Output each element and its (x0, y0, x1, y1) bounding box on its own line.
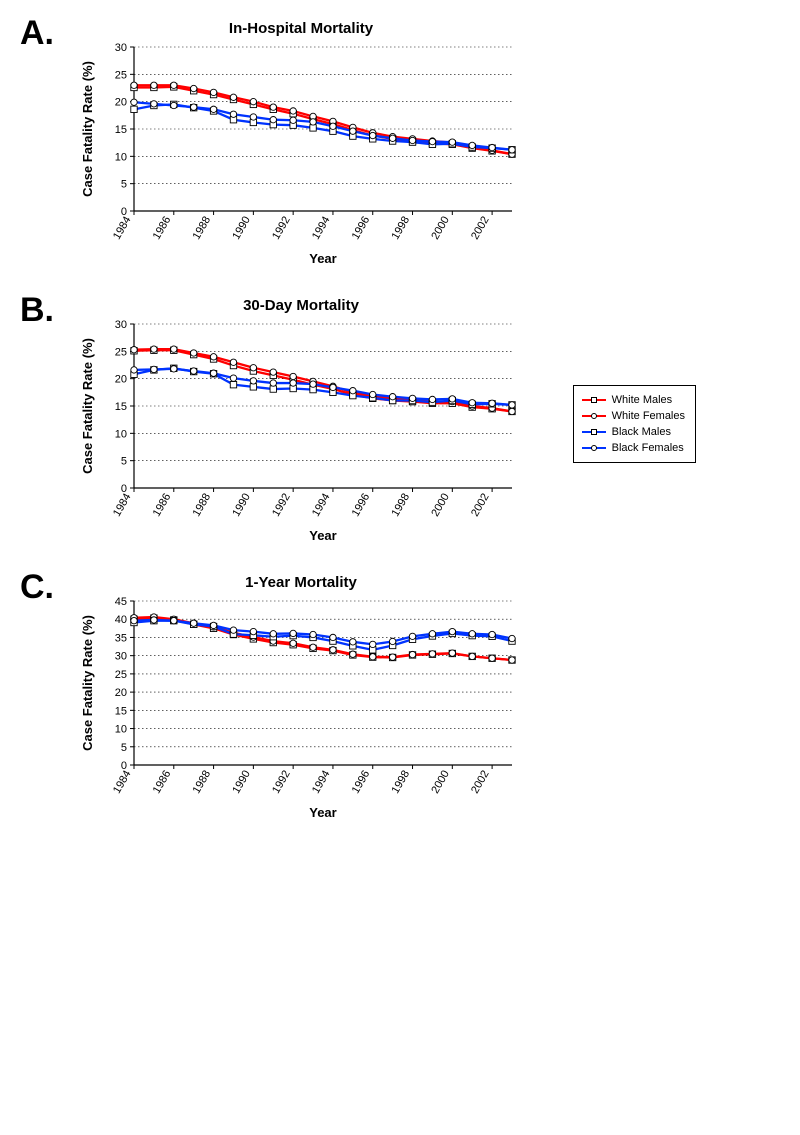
svg-text:1986: 1986 (151, 769, 174, 796)
svg-text:20: 20 (115, 97, 127, 109)
svg-text:2002: 2002 (469, 215, 492, 242)
panel-c-label: C. (20, 570, 66, 604)
svg-text:5: 5 (121, 179, 127, 191)
svg-text:2002: 2002 (469, 769, 492, 796)
svg-text:30: 30 (115, 651, 127, 663)
panel-c-chart-wrap: 1-Year Mortality 05101520253035404519841… (76, 574, 526, 823)
legend-label: Black Females (612, 442, 684, 454)
svg-text:Case Fatality Rate (%): Case Fatality Rate (%) (80, 61, 95, 197)
panel-a-chart-wrap: In-Hospital Mortality 051015202530198419… (76, 20, 526, 269)
svg-text:15: 15 (115, 705, 127, 717)
panel-b-row: B. 30-Day Mortality 05101520253019841986… (20, 297, 780, 546)
svg-text:1996: 1996 (350, 215, 373, 242)
legend-item: White Females (582, 408, 685, 424)
legend: White Males White Females Black Males Black… (573, 385, 696, 463)
svg-text:Case Fatality Rate (%): Case Fatality Rate (%) (80, 338, 95, 474)
panel-c-svg: 0510152025303540451984198619881990199219… (76, 593, 526, 823)
svg-text:Case Fatality Rate (%): Case Fatality Rate (%) (80, 615, 95, 751)
svg-text:25: 25 (115, 669, 127, 681)
svg-text:1990: 1990 (230, 492, 253, 519)
svg-text:35: 35 (115, 632, 127, 644)
svg-text:2000: 2000 (429, 769, 452, 796)
svg-text:45: 45 (115, 596, 127, 608)
svg-text:30: 30 (115, 42, 127, 54)
svg-text:1992: 1992 (270, 492, 293, 519)
svg-text:1988: 1988 (191, 769, 214, 796)
svg-text:1984: 1984 (111, 215, 134, 242)
svg-text:1984: 1984 (111, 492, 134, 519)
svg-text:1994: 1994 (310, 215, 333, 242)
svg-text:10: 10 (115, 428, 127, 440)
svg-text:20: 20 (115, 374, 127, 386)
panel-b-label: B. (20, 293, 66, 327)
svg-text:5: 5 (121, 742, 127, 754)
svg-text:1994: 1994 (310, 769, 333, 796)
svg-text:25: 25 (115, 346, 127, 358)
svg-text:1986: 1986 (151, 492, 174, 519)
svg-text:10: 10 (115, 724, 127, 736)
svg-text:2000: 2000 (429, 492, 452, 519)
panel-b-title: 30-Day Mortality (76, 297, 526, 314)
svg-text:25: 25 (115, 69, 127, 81)
svg-text:1986: 1986 (151, 215, 174, 242)
panel-c-row: C. 1-Year Mortality 05101520253035404519… (20, 574, 780, 823)
legend-item: Black Females (582, 440, 685, 456)
svg-text:1998: 1998 (389, 492, 412, 519)
svg-text:1996: 1996 (350, 492, 373, 519)
svg-text:2002: 2002 (469, 492, 492, 519)
svg-text:30: 30 (115, 319, 127, 331)
panel-a-svg: 0510152025301984198619881990199219941996… (76, 39, 526, 269)
legend-item: Black Males (582, 424, 685, 440)
legend-label: Black Males (612, 426, 671, 438)
legend-label: White Males (612, 394, 673, 406)
legend-item: White Males (582, 392, 685, 408)
svg-text:5: 5 (121, 456, 127, 468)
svg-text:1998: 1998 (389, 215, 412, 242)
panel-b-chart-wrap: 30-Day Mortality 05101520253019841986198… (76, 297, 526, 546)
svg-text:Year: Year (309, 805, 336, 820)
page: A. In-Hospital Mortality 051015202530198… (20, 20, 780, 823)
svg-text:Year: Year (309, 251, 336, 266)
svg-text:15: 15 (115, 401, 127, 413)
svg-text:40: 40 (115, 614, 127, 626)
panel-b-svg: 0510152025301984198619881990199219941996… (76, 316, 526, 546)
svg-text:1984: 1984 (111, 769, 134, 796)
svg-text:15: 15 (115, 124, 127, 136)
panel-c-title: 1-Year Mortality (76, 574, 526, 591)
svg-text:1994: 1994 (310, 492, 333, 519)
svg-text:1988: 1988 (191, 215, 214, 242)
svg-text:1990: 1990 (230, 769, 253, 796)
svg-text:1998: 1998 (389, 769, 412, 796)
panel-a-title: In-Hospital Mortality (76, 20, 526, 37)
svg-text:1988: 1988 (191, 492, 214, 519)
panel-a-label: A. (20, 16, 66, 50)
svg-text:10: 10 (115, 151, 127, 163)
svg-text:1992: 1992 (270, 215, 293, 242)
svg-text:1990: 1990 (230, 215, 253, 242)
svg-text:20: 20 (115, 687, 127, 699)
legend-label: White Females (612, 410, 685, 422)
svg-text:1992: 1992 (270, 769, 293, 796)
svg-text:2000: 2000 (429, 215, 452, 242)
svg-text:Year: Year (309, 528, 336, 543)
panel-a-row: A. In-Hospital Mortality 051015202530198… (20, 20, 780, 269)
svg-text:1996: 1996 (350, 769, 373, 796)
